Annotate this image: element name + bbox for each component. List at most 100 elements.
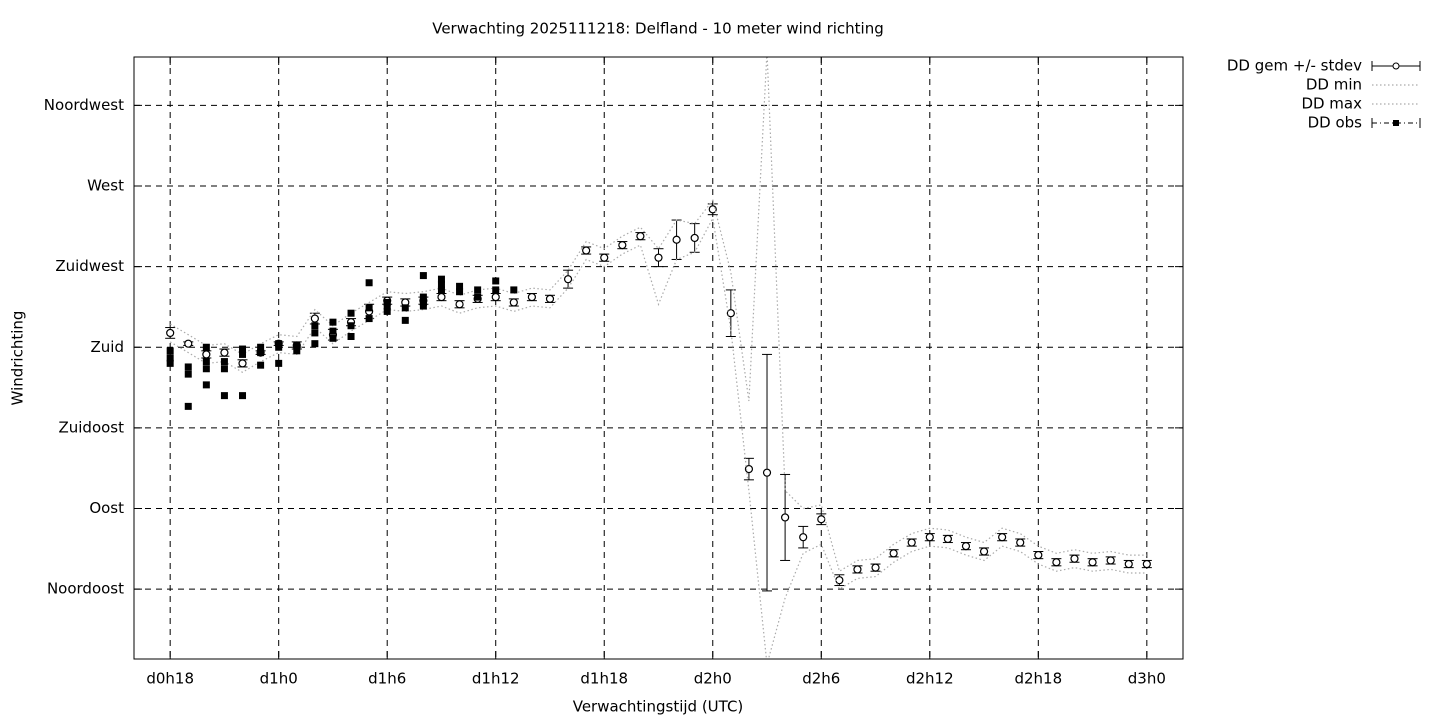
mean-point (817, 515, 826, 524)
mean-point (799, 533, 808, 542)
obs-point (166, 359, 174, 367)
mean-point (979, 547, 989, 556)
x-tick-label: d2h6 (802, 670, 840, 688)
obs-point (275, 340, 283, 348)
obs-point (311, 322, 319, 330)
mean-point (690, 233, 699, 243)
mean-point (781, 513, 790, 522)
y-tick-label: Noordwest (44, 96, 124, 114)
x-tick-label: d1h12 (472, 670, 520, 688)
obs-point (510, 286, 518, 294)
x-tick-label: d1h6 (368, 670, 406, 688)
obs-point (383, 298, 391, 306)
mean-point (600, 253, 609, 262)
mean-point (527, 292, 536, 302)
obs-point (329, 327, 337, 335)
y-tick-label: Oost (89, 499, 124, 517)
obs-point (220, 365, 228, 373)
obs-point (257, 343, 265, 351)
obs-point (365, 304, 373, 312)
obs-point (220, 358, 228, 366)
mean-point (925, 533, 934, 542)
mean-point (1052, 558, 1061, 567)
obs-point (456, 288, 464, 296)
obs-point (474, 293, 482, 301)
mean-point (636, 232, 645, 241)
mean-point (1124, 559, 1133, 569)
x-tick-label: d1h18 (580, 670, 628, 688)
obs-point (257, 349, 265, 357)
mean-point (202, 350, 211, 359)
mean-point (310, 314, 319, 323)
obs-point (347, 309, 355, 317)
obs-point (419, 298, 427, 306)
obs-point (166, 347, 174, 355)
legend-label: DD max (1301, 95, 1362, 113)
obs-point (401, 304, 409, 312)
obs-point (275, 359, 283, 367)
mean-point (220, 348, 229, 357)
mean-point (853, 565, 862, 574)
obs-point (365, 315, 373, 323)
obs-point (474, 286, 482, 294)
mean-point (943, 534, 952, 544)
mean-point (1142, 559, 1151, 569)
mean-point (238, 359, 247, 368)
mean-point (618, 241, 627, 250)
mean-point (455, 300, 464, 309)
obs-point (239, 350, 247, 358)
mean-point (1070, 554, 1079, 563)
x-tick-label: d1h0 (260, 670, 298, 688)
obs-point (492, 277, 500, 285)
legend-marker (1392, 62, 1400, 70)
mean-point (437, 292, 446, 302)
mean-point (582, 246, 591, 255)
legend-marker (1393, 120, 1399, 126)
obs-point (492, 286, 500, 294)
x-tick-label: d0h18 (146, 670, 194, 688)
grid (134, 57, 1183, 659)
obs-point (275, 343, 283, 351)
obs-point (166, 354, 174, 362)
plot-border (133, 56, 1184, 660)
obs-point (401, 316, 409, 324)
y-tick-label: Noordoost (47, 580, 124, 598)
x-axis-label: Verwachtingstijd (UTC) (573, 698, 744, 716)
obs-point (311, 329, 319, 337)
obs-point (202, 343, 210, 351)
mean-point (907, 538, 916, 547)
obs-point (347, 333, 355, 340)
obs-point (239, 392, 247, 400)
obs-point (383, 302, 391, 310)
mean-point (672, 235, 681, 244)
legend-entry: DD obs (1308, 114, 1421, 132)
y-axis-label: Windrichting (9, 311, 27, 406)
obs-point (184, 402, 192, 410)
obs-point (383, 307, 391, 315)
obs-point (419, 293, 427, 301)
mean-point (509, 298, 518, 307)
mean-point (744, 464, 754, 474)
mean-point (491, 292, 500, 302)
obs-point (419, 272, 427, 280)
x-tick-label: d2h0 (694, 670, 732, 688)
mean-point (563, 275, 573, 284)
range-line (169, 57, 1147, 573)
obs-point (347, 322, 355, 330)
y-tick-label: Zuidwest (55, 257, 124, 275)
mean-point (166, 328, 175, 338)
obs-point (202, 381, 210, 389)
obs-point (311, 340, 319, 348)
obs-point (184, 370, 192, 378)
mean-point (835, 576, 844, 585)
chart-title: Verwachting 2025111218: Delfland - 10 me… (432, 20, 884, 38)
x-tick-label: d2h12 (906, 670, 954, 688)
obs-point (437, 281, 445, 289)
legend-entry: DD max (1301, 95, 1420, 113)
obs-point (202, 365, 210, 373)
mean-point (762, 468, 772, 477)
obs-point (239, 345, 247, 353)
y-tick-label: Zuid (91, 338, 124, 356)
